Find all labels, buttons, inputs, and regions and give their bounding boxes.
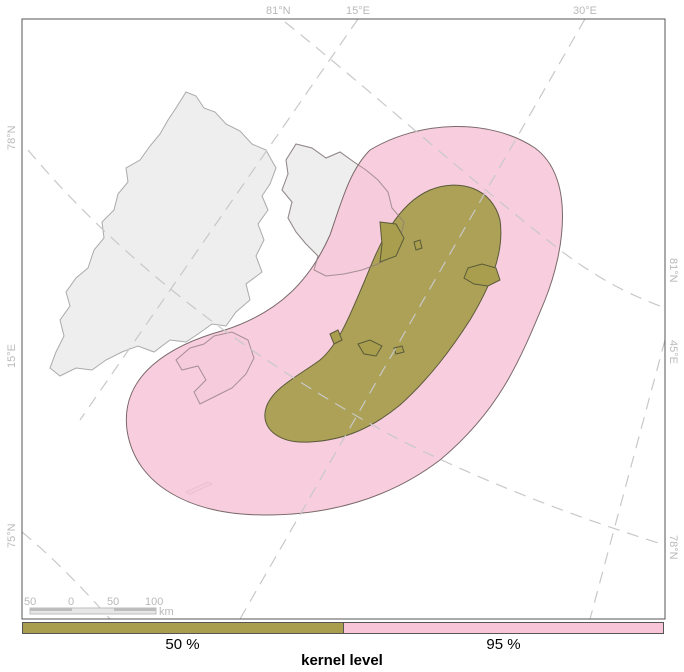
legend-label-50: 50 % bbox=[165, 636, 200, 653]
label-top-15e: 15°E bbox=[346, 5, 370, 17]
label-right-78n: 78°N bbox=[667, 535, 679, 560]
map-frame-border bbox=[21, 18, 666, 620]
legend-label-95: 95 % bbox=[486, 636, 521, 653]
land-spitsbergen bbox=[49, 91, 277, 377]
islands-in-core bbox=[329, 221, 501, 357]
label-left-78n: 78°N bbox=[6, 125, 18, 150]
scale-unit: km bbox=[159, 606, 174, 618]
land-outline-over-kernel bbox=[175, 143, 405, 405]
scale-tick-50: 50 bbox=[107, 596, 119, 608]
scale-tick-neg50: 50 bbox=[24, 596, 36, 608]
legend-color-bar bbox=[22, 622, 664, 634]
kernel-50-polygon bbox=[264, 184, 502, 443]
label-left-75n: 75°N bbox=[6, 523, 18, 548]
label-right-81n: 81°N bbox=[667, 258, 679, 283]
legend-labels: 50 % 95 % bbox=[22, 636, 664, 653]
scale-tick-0: 0 bbox=[68, 596, 74, 608]
legend-swatch-50 bbox=[23, 623, 344, 633]
label-left-15e: 15°E bbox=[6, 344, 18, 368]
scale-tick-100: 100 bbox=[145, 596, 163, 608]
label-top-30e: 30°E bbox=[573, 5, 597, 17]
label-right-45e: 45°E bbox=[667, 340, 679, 364]
legend-title: kernel level bbox=[301, 652, 383, 669]
scale-bar: 50 0 50 100 km bbox=[24, 596, 174, 618]
legend-swatch-95 bbox=[343, 623, 663, 633]
label-top-81n: 81°N bbox=[266, 5, 291, 17]
